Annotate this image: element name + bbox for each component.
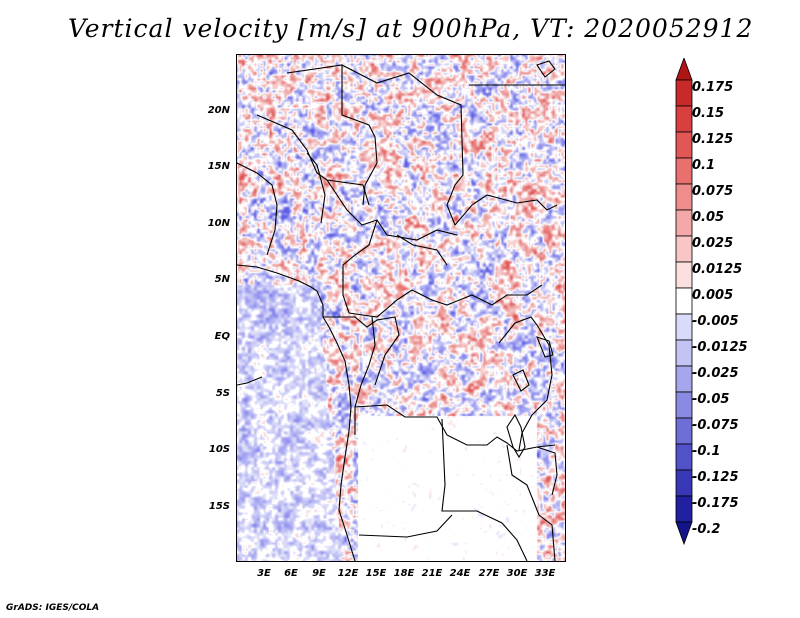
colorbar-label: -0.175 <box>692 496 739 511</box>
coastline <box>237 264 356 561</box>
border <box>536 446 558 496</box>
velocity-field <box>237 55 565 561</box>
border <box>237 376 263 386</box>
colorbar-swatch <box>675 131 693 159</box>
colorbar-label: -0.025 <box>692 366 739 381</box>
colorbar-swatch <box>675 339 693 367</box>
colorbar-swatch <box>675 209 693 237</box>
colorbar-swatch <box>675 443 693 471</box>
lake <box>512 369 530 392</box>
lat-label-20n: 20N <box>207 105 230 116</box>
lat-label-10s: 10S <box>208 444 230 455</box>
border <box>326 179 458 241</box>
lon-label-30e: 30E <box>506 568 528 579</box>
lon-label-21e: 21E <box>421 568 443 579</box>
footer-credit: GrADS: IGES/COLA <box>6 603 100 613</box>
colorbar-label: 0.125 <box>692 132 734 147</box>
border <box>306 152 326 224</box>
lon-label-24e: 24E <box>449 568 471 579</box>
map-panel <box>236 54 566 562</box>
colorbar-swatch <box>675 313 693 341</box>
chart-title: Vertical velocity [m/s] at 900hPa, VT: 2… <box>68 14 754 43</box>
lon-label-27e: 27E <box>478 568 500 579</box>
border <box>342 219 378 314</box>
lon-label-15e: 15E <box>365 568 387 579</box>
colorbar-label: -0.075 <box>692 418 739 433</box>
colorbar-swatch <box>675 183 693 211</box>
colorbar-label: -0.1 <box>692 444 721 459</box>
colorbar-swatch <box>675 391 693 419</box>
border <box>237 162 278 256</box>
lake <box>506 413 526 459</box>
colorbar-label: 0.075 <box>692 184 734 199</box>
border <box>454 194 558 226</box>
colorbar-label: -0.0125 <box>692 340 748 355</box>
colorbar-top-cap <box>675 58 693 81</box>
lon-label-3e: 3E <box>257 568 271 579</box>
lon-label-12e: 12E <box>337 568 359 579</box>
border <box>341 65 378 206</box>
border <box>441 418 528 561</box>
lat-label-10n: 10N <box>207 218 230 229</box>
colorbar-label: 0.1 <box>692 158 716 173</box>
lat-label-15s: 15S <box>208 501 230 512</box>
lat-label-5s: 5S <box>215 388 230 399</box>
colorbar-swatch <box>675 261 693 289</box>
lat-label-5n: 5N <box>214 274 230 285</box>
border <box>348 284 543 318</box>
colorbar-label: -0.2 <box>692 522 721 537</box>
colorbar-swatch <box>675 495 693 523</box>
lat-label-15n: 15N <box>207 161 230 172</box>
colorbar-label: -0.05 <box>692 392 730 407</box>
colorbar-label: 0.005 <box>692 288 734 303</box>
border <box>354 316 376 435</box>
colorbar-swatch <box>675 287 693 315</box>
colorbar-label: 0.15 <box>692 106 725 121</box>
colorbar <box>675 58 693 546</box>
colorbar-swatch <box>675 235 693 263</box>
colorbar-label: 0.025 <box>692 236 734 251</box>
boundaries <box>237 60 565 561</box>
colorbar-bottom-cap <box>675 521 693 546</box>
colorbar-swatch <box>675 105 693 133</box>
border <box>498 316 553 451</box>
colorbar-label: 0.0125 <box>692 262 743 277</box>
colorbar-swatch <box>675 417 693 445</box>
border <box>358 514 453 538</box>
border <box>396 234 448 266</box>
border <box>286 64 464 226</box>
lon-label-9e: 9E <box>312 568 326 579</box>
border <box>323 316 400 386</box>
lon-label-6e: 6E <box>284 568 298 579</box>
colorbar-label: 0.175 <box>692 80 734 95</box>
border <box>506 444 556 561</box>
lon-label-33e: 33E <box>534 568 556 579</box>
colorbar-label: -0.125 <box>692 470 739 485</box>
border <box>256 114 370 206</box>
lake <box>536 336 554 358</box>
colorbar-label: 0.05 <box>692 210 725 225</box>
colorbar-label: -0.005 <box>692 314 739 329</box>
colorbar-swatch <box>675 79 693 107</box>
lon-label-18e: 18E <box>393 568 415 579</box>
colorbar-swatch <box>675 365 693 393</box>
colorbar-swatch <box>675 469 693 497</box>
lake <box>536 60 556 78</box>
lat-label-eq: EQ <box>214 331 230 342</box>
colorbar-swatch <box>675 157 693 185</box>
border <box>354 404 556 452</box>
